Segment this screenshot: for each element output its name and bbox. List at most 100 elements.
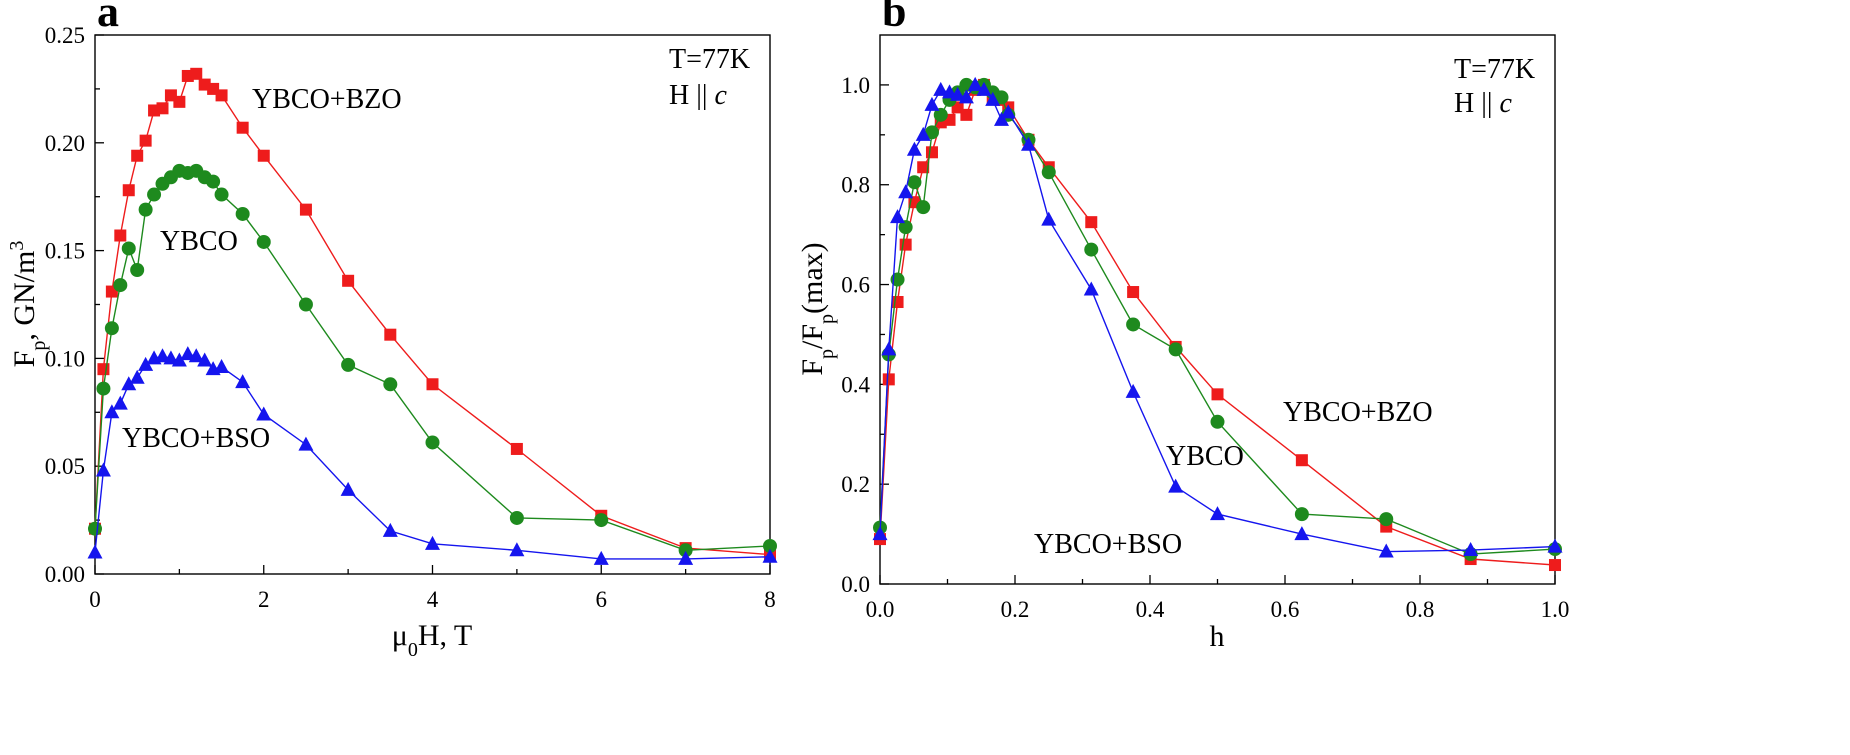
- panel-b-point-ybco: [1041, 165, 1056, 180]
- panel-a-point-ybco-bzo: [156, 102, 169, 115]
- panel-a-point-ybco-bzo: [173, 95, 186, 108]
- panel-b-point-ybco: [898, 220, 913, 235]
- panel-b-x-axis-label: h: [1210, 620, 1225, 653]
- panel-b-x-tick-label: 1.0: [1541, 597, 1570, 622]
- panel-b-point-ybco-bzo: [917, 161, 930, 174]
- panel-b-point-ybco: [1084, 242, 1099, 257]
- panel-b-point-ybco-bso: [942, 84, 958, 99]
- panel-a-field-annotation: H || c: [669, 80, 727, 111]
- panel-b-point-ybco-bso: [1210, 506, 1225, 521]
- panel-a-point-ybco: [147, 187, 162, 202]
- panel-b-x-tick-label: 0.2: [1001, 597, 1030, 622]
- panel-a-point-ybco-bso: [155, 348, 170, 363]
- panel-b-x-tick-label: 0.8: [1406, 597, 1435, 622]
- panel-b-y-tick-label: 0.4: [841, 372, 870, 397]
- panel-a-x-tick-label: 2: [258, 587, 270, 612]
- panel-a-point-ybco-bzo: [215, 89, 228, 102]
- panel-b-point-ybco: [933, 107, 948, 122]
- panel-a-label-ybco-bzo: YBCO+BZO: [252, 84, 402, 115]
- panel-a-point-ybco-bso: [197, 352, 213, 367]
- panel-b-label-ybco: YBCO: [1166, 441, 1244, 472]
- panel-a-point-ybco: [509, 510, 524, 525]
- panel-a-point-ybco: [383, 377, 398, 392]
- panel-a-y-ticks: 0.00 0.05 0.10 0.15 0.20 0.25: [45, 23, 104, 587]
- panel-b-y-tick-label: 0.2: [841, 472, 870, 497]
- panel-a-point-ybco-bso: [104, 404, 120, 419]
- panel-a-y-axis-label: Fp, GN/m3: [6, 241, 50, 368]
- panel-b-point-ybco: [1379, 512, 1394, 527]
- panel-b-point-ybco-bso: [1125, 383, 1141, 398]
- panel-a-point-ybco-bso: [112, 395, 128, 410]
- panel-a-point-ybco-bso: [235, 374, 251, 389]
- panel-b-point-ybco-bzo: [1295, 454, 1308, 467]
- panel-a-point-ybco-bso: [678, 550, 694, 565]
- panel-b-temperature-annotation: T=77K: [1454, 54, 1535, 85]
- panel-a-point-ybco-bso: [121, 376, 137, 391]
- panel-a-label-ybco-bso: YBCO+BSO: [122, 423, 270, 454]
- panel-b-field-annotation: H || c: [1454, 88, 1512, 119]
- panel-b-line-ybco-bzo: [879, 83, 1556, 566]
- panel-b-point-ybco: [1210, 414, 1225, 429]
- panel-a-point-ybco-bso: [180, 346, 196, 361]
- panel-a-y-tick-label: 0.10: [45, 346, 85, 371]
- panel-a-point-ybco-bso: [95, 462, 111, 477]
- panel-b-point-ybco-bso: [967, 76, 983, 91]
- panel-a-point-ybco: [763, 538, 777, 553]
- panel-b-point-ybco-bso: [994, 111, 1009, 126]
- panel-b-point-ybco-bso: [950, 86, 966, 101]
- panel-b-label-ybco-bzo: YBCO+BZO: [1283, 397, 1433, 428]
- panel-b-point-ybco: [907, 175, 922, 190]
- panel-b-point-ybco-bso: [1041, 211, 1057, 226]
- panel-b-point-ybco-bso: [924, 96, 940, 111]
- panel-b-point-ybco-bzo: [882, 373, 895, 386]
- panel-a-point-ybco-bzo: [190, 67, 203, 80]
- panel-a-temperature-annotation: T=77K: [669, 44, 750, 75]
- panel-a-point-ybco-bso: [163, 350, 179, 365]
- panel-a-point-ybco-bzo: [139, 134, 152, 147]
- panel-a-point-ybco: [104, 321, 119, 336]
- panel-a-point-ybco-bso: [425, 535, 440, 550]
- panel-a-point-ybco-bso: [171, 352, 187, 367]
- panel-b-point-ybco-bso: [890, 209, 906, 224]
- panel-b-point-ybco-bso: [1294, 526, 1310, 541]
- panel-a-point-ybco: [121, 241, 136, 256]
- panel-b-point-ybco-bso: [1000, 104, 1016, 119]
- panel-b-x-ticks: 0.0 0.2 0.4 0.6 0.8 1.0: [866, 575, 1570, 622]
- panel-a-point-ybco-bso: [214, 359, 230, 374]
- panel-a-series-ybco: [88, 163, 777, 558]
- panel-a-point-ybco-bso: [340, 481, 356, 496]
- panel-a-y-tick-label: 0.00: [45, 562, 85, 587]
- panel-a-point-ybco-bzo: [131, 149, 144, 162]
- panel-b-point-ybco-bzo: [925, 146, 938, 159]
- panel-a-point-ybco-bso: [129, 369, 145, 384]
- panel-b-point-ybco-bso: [906, 141, 922, 156]
- panel-b-point-ybco-bso: [1463, 542, 1479, 557]
- panel-a-point-ybco: [256, 234, 271, 249]
- panel-a-y-tick-label: 0.20: [45, 131, 85, 156]
- panel-b-point-ybco-bso: [898, 184, 914, 199]
- panel-b-point-ybco-bso: [881, 341, 897, 356]
- panel-b-point-ybco-bso: [985, 91, 1001, 106]
- panel-b-x-tick-label: 0.4: [1136, 597, 1165, 622]
- panel-b-y-tick-label: 0.0: [841, 572, 870, 597]
- panel-a-line-ybco-bzo: [94, 73, 771, 556]
- panel-b-point-ybco-bso: [958, 89, 974, 104]
- panel-b-point-ybco-bso: [933, 81, 949, 96]
- panel-a-point-ybco: [425, 435, 440, 450]
- panel-b-y-tick-label: 0.6: [841, 273, 870, 298]
- panel-a-y-tick-label: 0.05: [45, 454, 85, 479]
- panel-a-point-ybco: [341, 357, 356, 372]
- panel-a-point-ybco-bzo: [122, 184, 135, 197]
- panel-a-point-ybco-bzo: [257, 149, 270, 162]
- panel-a-point-ybco-bso: [138, 356, 154, 371]
- panel-a-x-ticks: 0 2 4 6 8: [89, 565, 776, 612]
- panel-b-point-ybco-bzo: [1085, 216, 1098, 229]
- panel-a-point-ybco: [206, 174, 221, 189]
- panel-a-x-tick-label: 0: [89, 587, 101, 612]
- panel-a-point-ybco: [113, 278, 128, 293]
- panel-b-letter: b: [882, 0, 906, 36]
- panel-a-series: [87, 67, 778, 565]
- panel-a-point-ybco-bso: [298, 436, 314, 451]
